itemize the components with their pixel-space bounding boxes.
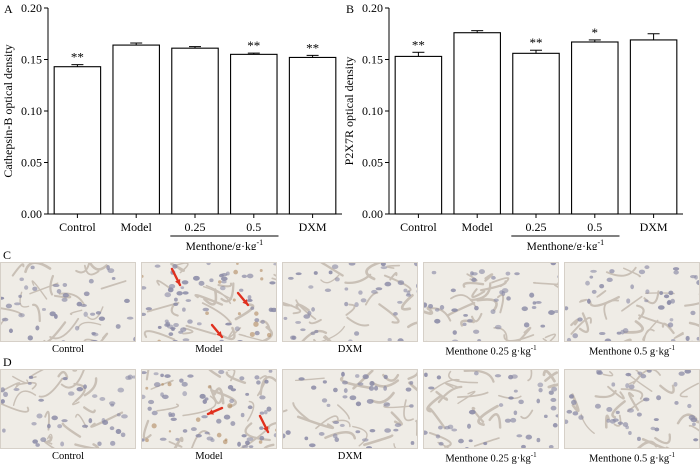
panel-letter: A — [4, 2, 13, 16]
micrograph-caption: Model — [195, 344, 223, 355]
x-tick-label: Model — [462, 220, 494, 234]
micrograph-menthone-0-25-g-kg — [423, 262, 559, 342]
bar-model — [453, 32, 501, 215]
x-tick-label: 0.25 — [185, 220, 206, 234]
micrograph-caption: Control — [51, 344, 85, 355]
micrograph-control — [0, 369, 136, 449]
bar-dxm — [288, 56, 337, 215]
significance-label: * — [592, 25, 599, 40]
chart-a: A 0.00 0.05 0.10 0.15 0.20 Cathepsin-B optical… — [1, 1, 342, 250]
significance-label: ** — [247, 38, 260, 53]
y-tick-label: 0.00 — [362, 207, 383, 221]
significance-label: ** — [530, 35, 543, 50]
micrograph-menthone-0-25-g-kg — [423, 369, 559, 449]
micrograph-menthone-0-5-g-kg — [564, 262, 700, 342]
x-tick-label: Control — [59, 220, 96, 234]
micrograph-row-d: D Control Model DXM Menthone 0.25 g·kg-1 Ment… — [0, 355, 700, 465]
y-tick-label: 0.20 — [362, 1, 383, 15]
bar-control — [53, 66, 102, 215]
bar-0.25 — [171, 47, 219, 215]
y-tick-label: 0.15 — [21, 53, 42, 67]
bar-0.5 — [230, 53, 278, 215]
x-tick-label: Control — [400, 220, 437, 234]
group-label: Menthone/g·kg-1 — [527, 238, 605, 250]
y-tick-label: 0.20 — [21, 1, 42, 15]
micrograph-caption: DXM — [337, 344, 363, 355]
group-label: Menthone/g·kg-1 — [186, 238, 264, 250]
significance-label: ** — [71, 50, 84, 65]
x-tick-label: 0.25 — [526, 220, 547, 234]
micrograph-caption: Menthone 0.5 g·kg-1 — [588, 451, 676, 465]
y-tick-label: 0.10 — [21, 104, 42, 118]
micrograph-caption: Menthone 0.5 g·kg-1 — [588, 344, 676, 358]
significance-label: ** — [306, 40, 319, 55]
bar-dxm — [629, 39, 678, 215]
y-axis-label: P2X7R optical density — [342, 57, 356, 166]
micrograph-caption: Control — [51, 451, 85, 462]
bar-model — [112, 44, 160, 215]
panel-letter: D — [3, 355, 12, 369]
x-tick-label: 0.5 — [587, 220, 602, 234]
bar-charts: A 0.00 0.05 0.10 0.15 0.20 Cathepsin-B optical… — [1, 1, 683, 250]
micrograph-dxm — [282, 262, 418, 342]
x-tick-label: DXM — [299, 220, 327, 234]
y-tick-label: 0.00 — [21, 207, 42, 221]
micrograph-caption: Menthone 0.25 g·kg-1 — [445, 344, 537, 358]
panel-letter: C — [3, 248, 12, 262]
bar-0.5 — [571, 41, 619, 215]
panel-letter: B — [346, 2, 354, 16]
x-tick-label: DXM — [640, 220, 668, 234]
x-tick-label: Model — [121, 220, 153, 234]
micrograph-model — [141, 369, 277, 449]
micrograph-caption: Menthone 0.25 g·kg-1 — [445, 451, 537, 465]
micrograph-row-c: C Control Model DXM Menthone 0.25 g·kg-1 Ment… — [0, 248, 700, 358]
y-tick-label: 0.05 — [362, 156, 383, 170]
x-tick-label: 0.5 — [246, 220, 261, 234]
micrograph-menthone-0-5-g-kg — [564, 369, 700, 449]
bar-0.25 — [512, 52, 560, 215]
significance-label: ** — [412, 37, 425, 52]
y-tick-label: 0.05 — [21, 156, 42, 170]
bar-control — [394, 55, 443, 215]
y-tick-label: 0.15 — [362, 53, 383, 67]
micrograph-dxm — [282, 369, 418, 449]
micrograph-caption: Model — [195, 451, 223, 462]
micrograph-control — [0, 262, 136, 342]
chart-b: B 0.00 0.05 0.10 0.15 0.20 P2X7R optical densi… — [342, 1, 683, 250]
y-axis-label: Cathepsin-B optical density — [1, 44, 15, 177]
micrograph-model — [141, 262, 277, 342]
y-tick-label: 0.10 — [362, 104, 383, 118]
micrograph-caption: DXM — [337, 451, 363, 462]
